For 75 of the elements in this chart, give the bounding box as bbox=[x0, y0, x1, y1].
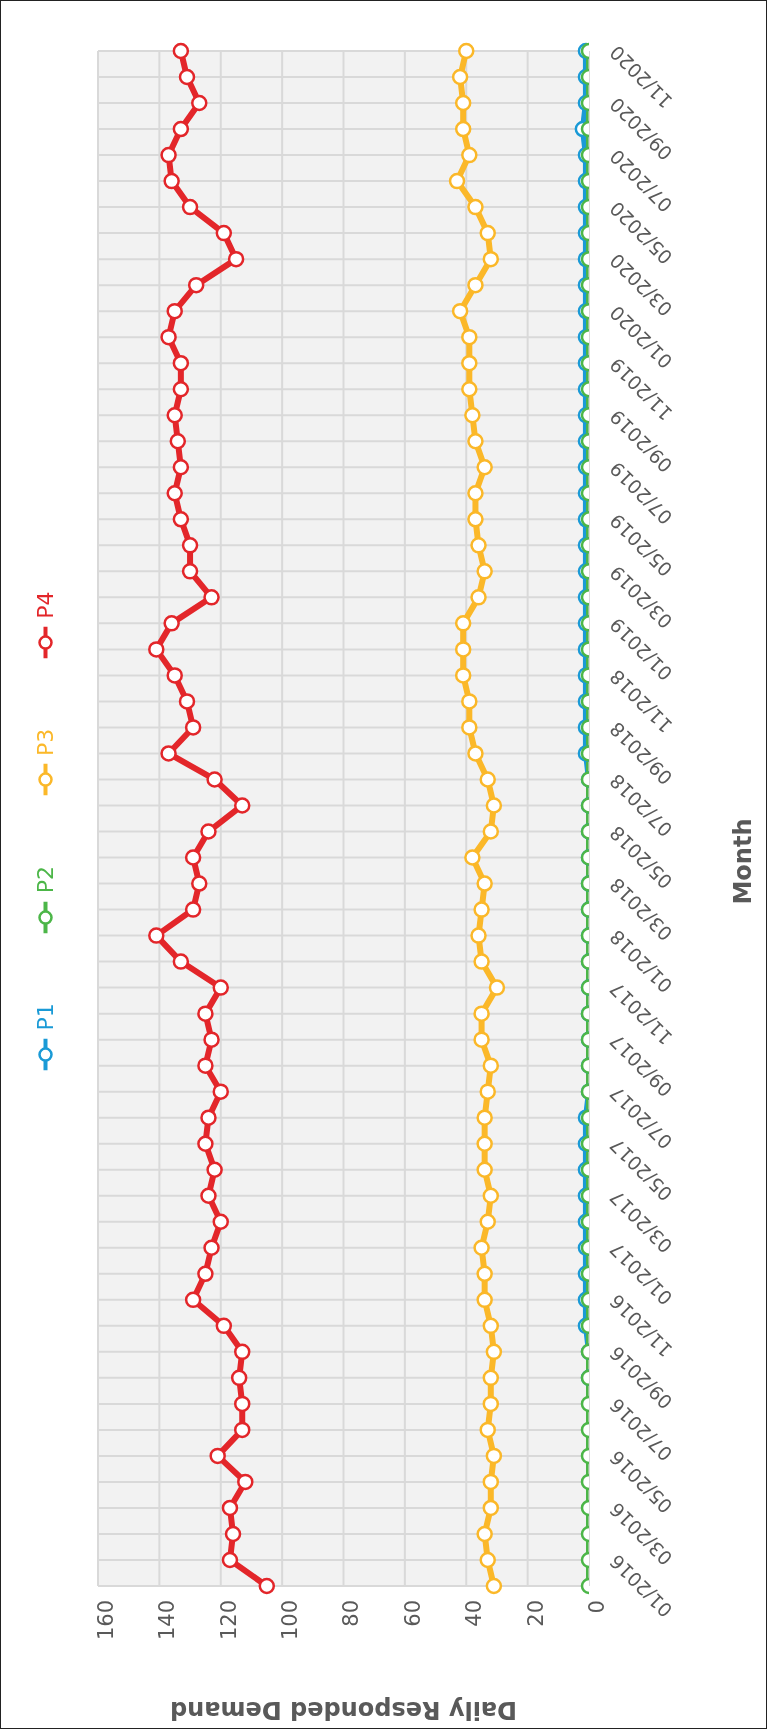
text: P4 bbox=[32, 591, 58, 619]
x-tick-label: 100 bbox=[278, 1600, 303, 1641]
point bbox=[203, 589, 220, 606]
x-tick-label: 140 bbox=[155, 1600, 180, 1641]
point bbox=[237, 1473, 254, 1491]
point bbox=[233, 797, 251, 814]
point bbox=[172, 511, 190, 528]
point bbox=[206, 1161, 223, 1178]
point bbox=[178, 68, 196, 86]
x-tick-label: 20 bbox=[523, 1600, 548, 1627]
point bbox=[233, 1421, 251, 1439]
point bbox=[163, 172, 180, 190]
point bbox=[166, 302, 183, 320]
point bbox=[197, 1005, 214, 1022]
point bbox=[184, 849, 202, 866]
point bbox=[148, 927, 165, 944]
x-axis-title: Daily Responded Demand bbox=[169, 1696, 518, 1724]
point bbox=[200, 823, 217, 840]
point bbox=[148, 641, 165, 658]
point bbox=[172, 380, 190, 398]
point bbox=[172, 42, 190, 60]
point bbox=[206, 771, 223, 788]
y-axis-title: Month bbox=[728, 818, 757, 905]
point bbox=[200, 1109, 217, 1126]
x-tick-label: 0 bbox=[584, 1600, 609, 1614]
point bbox=[227, 250, 245, 268]
point bbox=[181, 563, 199, 580]
point bbox=[172, 459, 190, 476]
point bbox=[172, 354, 190, 372]
point bbox=[221, 1551, 239, 1569]
point bbox=[160, 745, 177, 762]
point bbox=[181, 198, 199, 216]
x-tick-label: 40 bbox=[462, 1600, 487, 1627]
point bbox=[209, 1447, 226, 1465]
point bbox=[212, 979, 229, 996]
point bbox=[181, 537, 199, 554]
point bbox=[230, 1369, 248, 1387]
text: P1 bbox=[32, 1003, 58, 1031]
point bbox=[166, 485, 183, 502]
x-tick-label: 160 bbox=[93, 1600, 118, 1641]
point bbox=[187, 276, 205, 294]
point bbox=[203, 1031, 220, 1048]
text: P3 bbox=[32, 728, 58, 756]
x-tick-label: 80 bbox=[339, 1600, 364, 1627]
point bbox=[160, 146, 177, 164]
point bbox=[215, 1317, 233, 1335]
point bbox=[163, 615, 180, 632]
point bbox=[184, 901, 202, 918]
point bbox=[166, 667, 183, 684]
point bbox=[215, 224, 233, 242]
point bbox=[221, 1499, 239, 1517]
point bbox=[191, 875, 208, 892]
point bbox=[166, 406, 183, 424]
point bbox=[212, 1213, 229, 1231]
x-tick-label: 60 bbox=[400, 1600, 425, 1627]
point bbox=[197, 1135, 214, 1152]
point bbox=[184, 719, 202, 736]
point bbox=[197, 1265, 214, 1283]
point bbox=[178, 693, 196, 710]
point bbox=[212, 1083, 229, 1100]
point bbox=[224, 1525, 242, 1543]
point bbox=[203, 1239, 220, 1257]
point bbox=[169, 433, 187, 450]
point bbox=[184, 1291, 202, 1309]
point bbox=[233, 1395, 251, 1413]
text: P2 bbox=[32, 866, 58, 894]
point bbox=[258, 1577, 276, 1595]
point bbox=[200, 1187, 217, 1204]
x-tick-label: 120 bbox=[216, 1600, 241, 1641]
point bbox=[233, 1343, 251, 1361]
point bbox=[172, 953, 190, 970]
point bbox=[191, 94, 208, 112]
point bbox=[172, 120, 190, 138]
point bbox=[160, 328, 177, 346]
point bbox=[197, 1057, 214, 1074]
